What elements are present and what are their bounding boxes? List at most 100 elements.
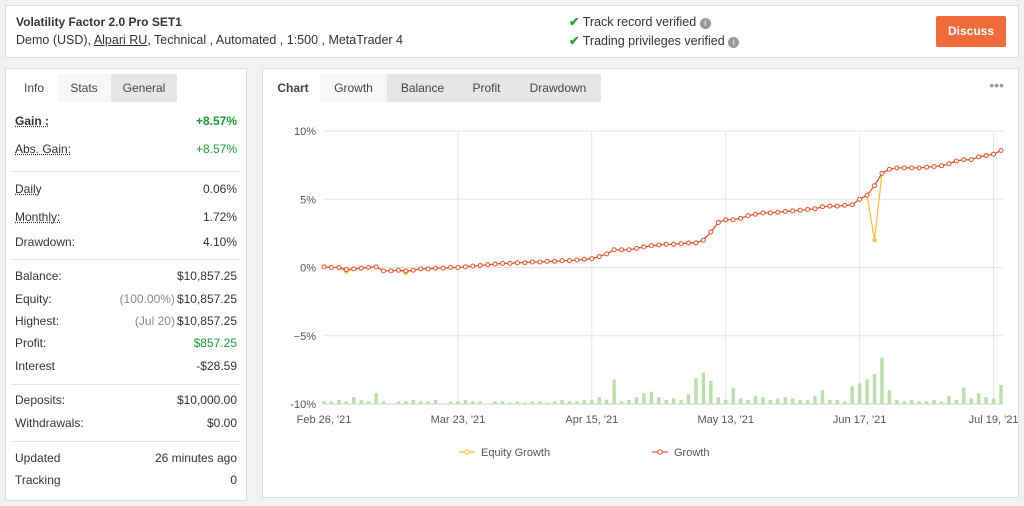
point — [909, 165, 915, 171]
bar — [515, 401, 520, 404]
point — [812, 206, 818, 212]
bar — [359, 399, 363, 404]
point — [447, 265, 453, 270]
x-tick-label: Mar 23, '21 — [431, 414, 486, 426]
broker-link[interactable]: Alpari RU — [93, 33, 148, 47]
tab[interactable]: Drawdown — [515, 74, 601, 102]
stat-label: Highest: — [15, 314, 60, 328]
point — [366, 265, 372, 270]
bar — [790, 398, 795, 404]
point — [924, 164, 930, 170]
tab[interactable]: Balance — [387, 74, 458, 102]
verified-2: ✔ Trading privileges verified i — [569, 33, 740, 48]
tab[interactable]: General — [111, 74, 177, 102]
point — [500, 260, 506, 266]
bar — [910, 399, 914, 404]
point — [678, 241, 684, 247]
stat-value-wrap: 1.72% — [203, 208, 237, 226]
point — [834, 203, 840, 209]
bar — [947, 395, 951, 404]
bar — [820, 390, 825, 404]
bar — [567, 401, 572, 404]
bar — [954, 399, 959, 404]
point — [388, 268, 394, 274]
bar — [329, 401, 334, 404]
tab[interactable]: Profit — [458, 74, 515, 102]
point — [775, 209, 781, 215]
point — [886, 166, 892, 172]
stat-value: +8.57% — [195, 142, 237, 156]
point — [656, 242, 662, 248]
stat-row: Gain : +8.57% — [15, 112, 237, 130]
point — [470, 263, 476, 269]
point — [589, 256, 595, 262]
bar — [463, 399, 468, 404]
point — [403, 268, 409, 274]
stat-value: $10,857.25 — [176, 269, 237, 283]
point — [983, 153, 989, 159]
bar — [500, 401, 505, 404]
x-tick-label: Jun 17, '21 — [833, 414, 886, 426]
point — [433, 265, 439, 271]
point — [931, 163, 937, 169]
separator — [11, 171, 241, 172]
x-tick-label: Feb 26, '21 — [297, 414, 352, 426]
more-menu[interactable]: ••• — [989, 77, 1004, 93]
bar — [426, 401, 430, 404]
bar — [738, 398, 743, 404]
point — [745, 213, 751, 219]
point — [693, 240, 699, 246]
point — [671, 241, 677, 247]
stat-note: (Jul 20) — [134, 314, 175, 328]
point — [998, 148, 1004, 154]
separator — [11, 259, 241, 260]
point — [782, 209, 788, 215]
point — [849, 202, 855, 208]
bar — [850, 386, 854, 404]
y-tick-label: 5% — [300, 194, 316, 206]
stat-value-wrap: 4.10% — [203, 233, 237, 251]
bar — [828, 399, 832, 404]
bar — [456, 401, 460, 404]
legend-label: Growth — [674, 447, 709, 459]
tab[interactable]: Growth — [320, 74, 387, 102]
point — [492, 261, 498, 267]
stat-row: Interest -$28.59 — [15, 357, 237, 375]
bar — [664, 399, 668, 404]
point — [708, 229, 714, 235]
bar — [530, 401, 535, 404]
bar — [448, 401, 453, 404]
stat-value: 1.72% — [202, 210, 237, 224]
discuss-button[interactable]: Discuss — [936, 16, 1006, 47]
stat-value: $10,857.25 — [176, 314, 237, 328]
bar — [991, 398, 996, 404]
bar — [657, 397, 661, 404]
stat-note: (100.00%) — [119, 292, 175, 306]
point — [961, 157, 967, 163]
stat-value: 26 minutes ago — [154, 451, 237, 465]
stat-row: Withdrawals: $0.00 — [15, 414, 237, 432]
stat-label: Balance: — [15, 269, 62, 283]
bar — [872, 373, 877, 404]
bar — [404, 401, 408, 404]
bar — [552, 401, 557, 404]
tab[interactable]: Info — [11, 74, 57, 102]
point — [968, 157, 974, 163]
point — [485, 262, 491, 268]
y-tick-label: 0% — [300, 263, 316, 275]
stat-label: Drawdown: — [15, 235, 76, 249]
stat-value: $857.25 — [193, 336, 237, 350]
bar — [746, 399, 750, 404]
tab[interactable]: Stats — [57, 74, 111, 102]
bar — [605, 399, 609, 404]
bar — [813, 395, 817, 404]
bar — [895, 399, 899, 404]
point — [946, 161, 952, 167]
bar — [508, 402, 512, 404]
tab[interactable]: Chart — [268, 74, 318, 102]
point — [805, 206, 811, 212]
details: , Technical , Automated , 1:500 , MetaTr… — [147, 33, 404, 47]
bar — [396, 401, 401, 404]
stat-row: Updated 26 minutes ago — [15, 449, 237, 467]
bar — [962, 387, 966, 404]
